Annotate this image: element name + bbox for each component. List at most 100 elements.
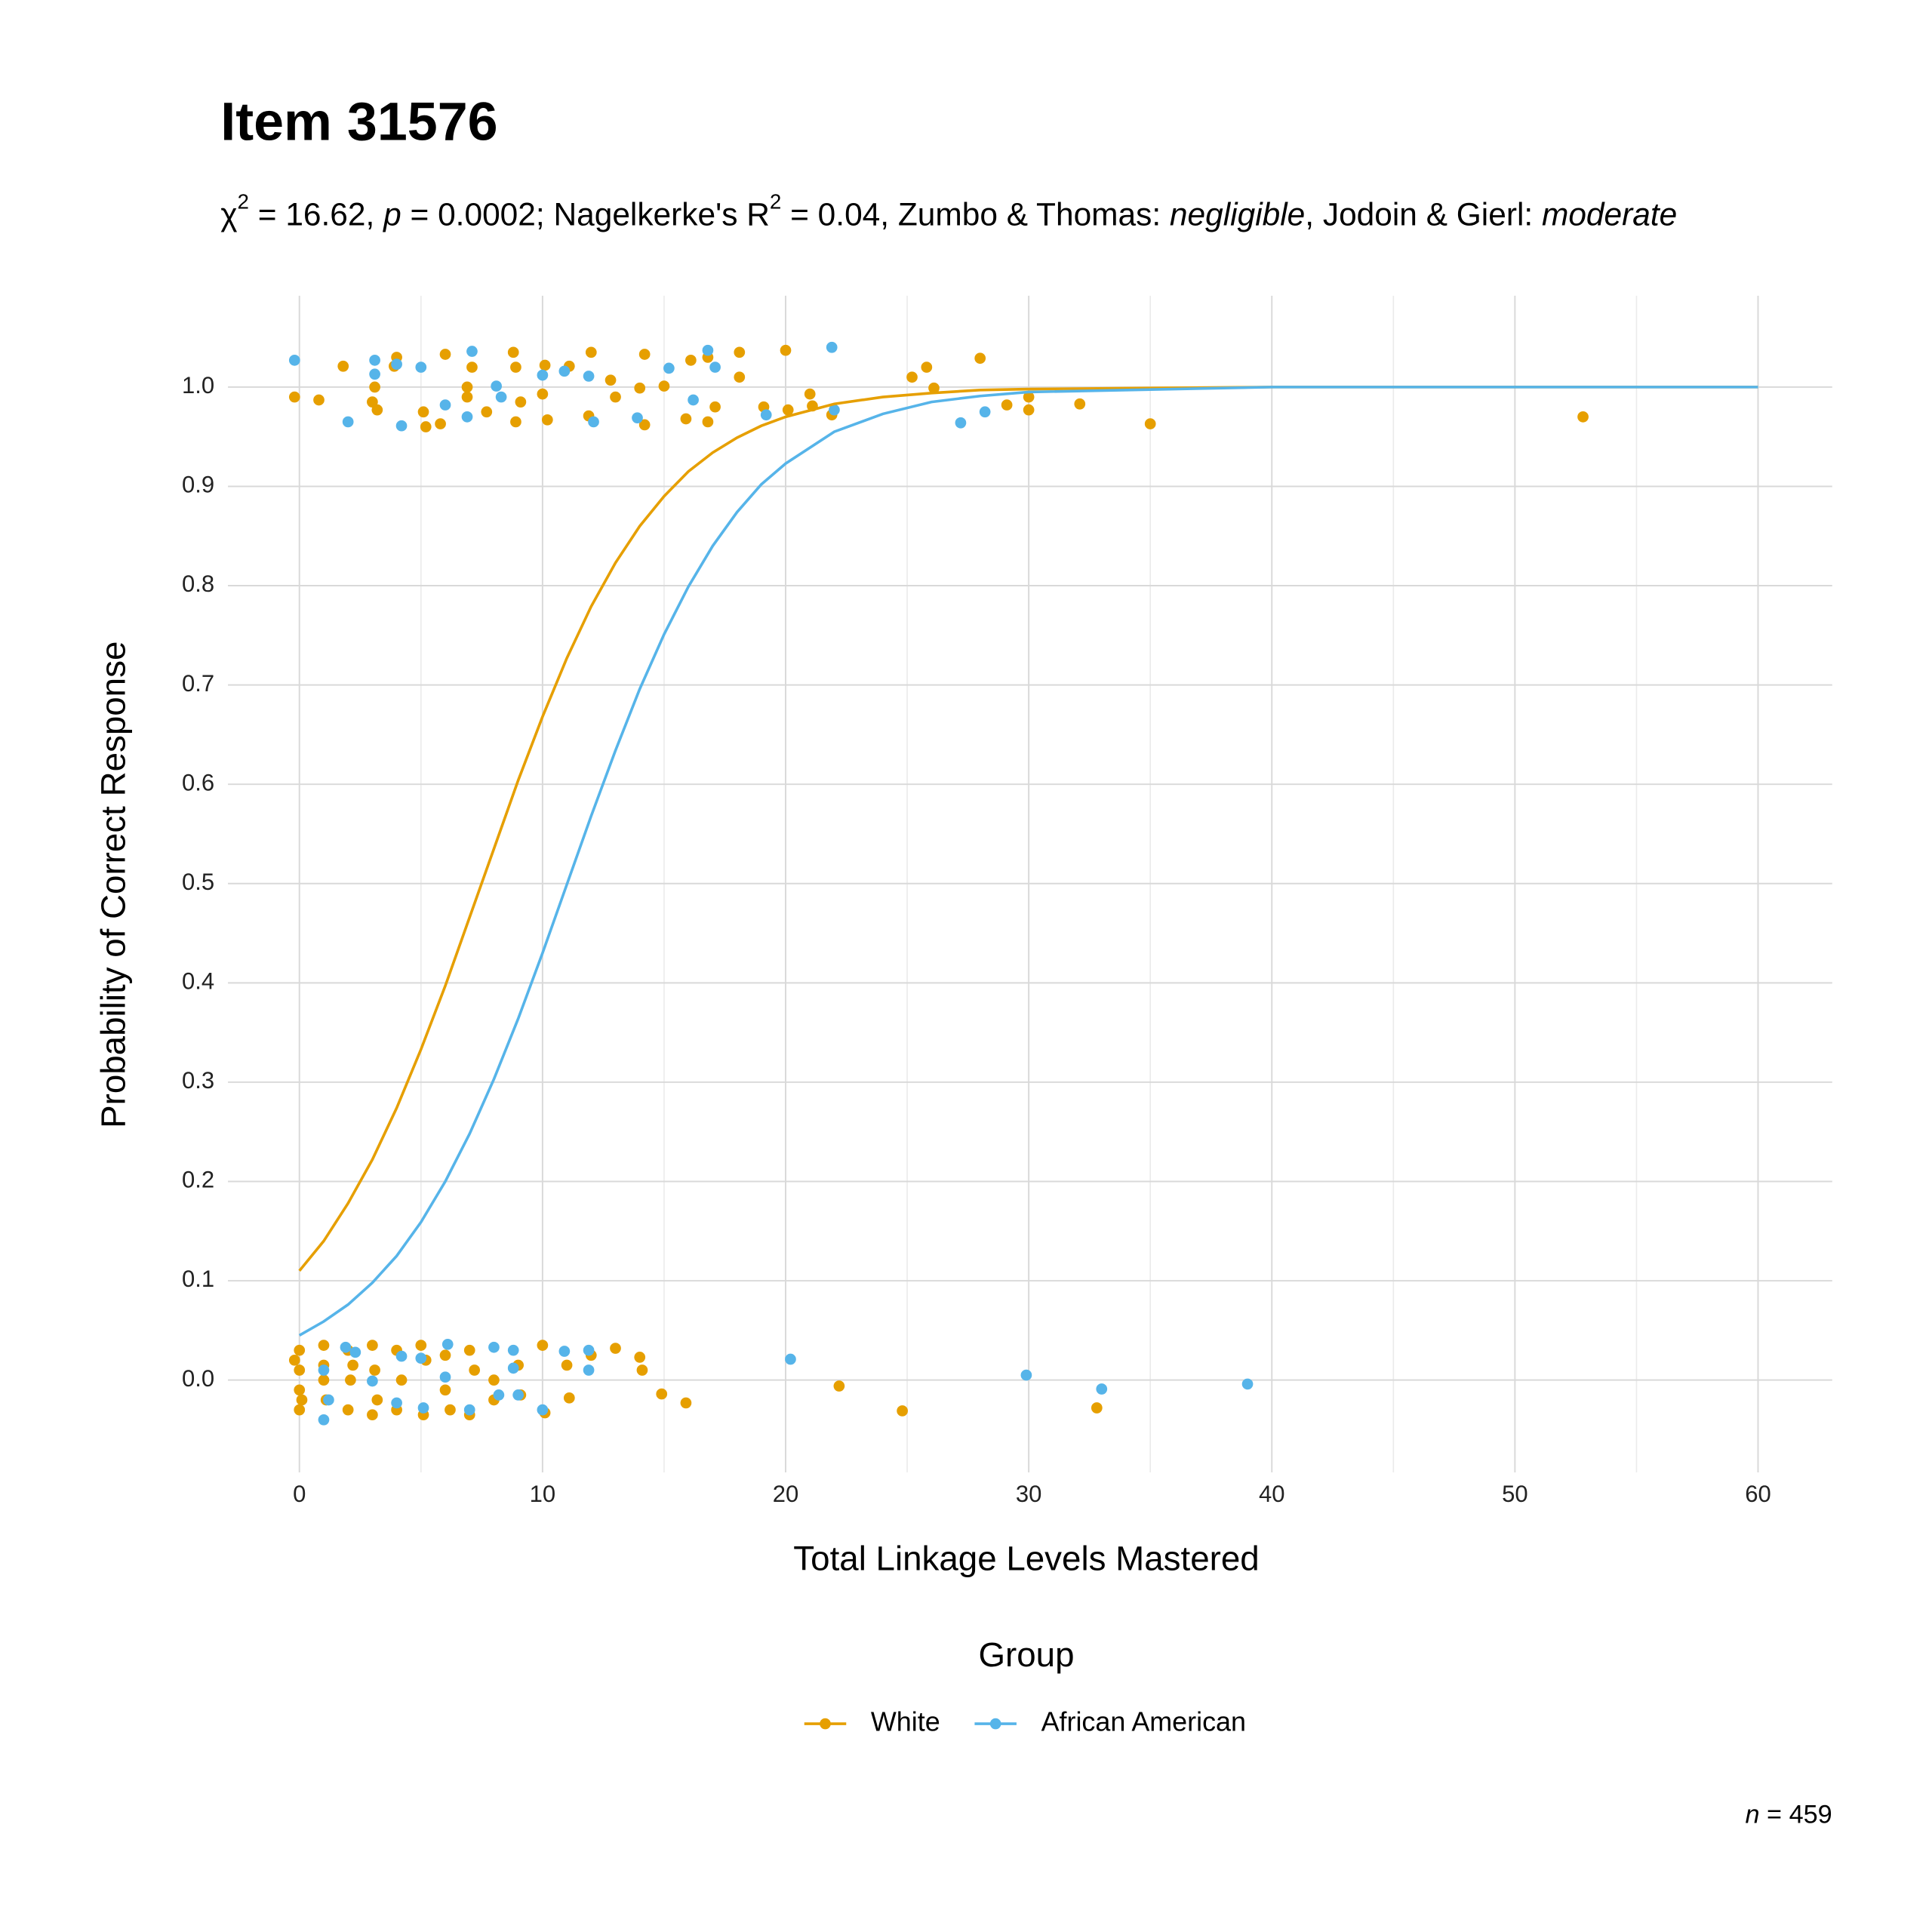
point <box>680 1397 692 1409</box>
subtitle-part: negligible <box>1170 197 1305 232</box>
point <box>510 361 521 373</box>
y-axis-title: Probability of Correct Response <box>94 641 133 1128</box>
subtitle-part: moderate <box>1542 197 1677 232</box>
point <box>974 352 986 365</box>
subtitle-part: , Jodoin & Gierl: <box>1305 197 1542 232</box>
point <box>395 1350 408 1362</box>
point <box>804 388 816 400</box>
subtitle-part: 2 <box>238 190 249 214</box>
point <box>1144 418 1156 429</box>
point <box>897 1405 908 1417</box>
point <box>342 1404 354 1416</box>
point <box>493 1389 505 1401</box>
y-tick-label: 0.4 <box>182 968 214 995</box>
point <box>1001 399 1013 411</box>
point <box>294 1384 306 1396</box>
chart-subtitle: χ2 = 16.62, p = 0.0002; Nagelkerke's R2 … <box>220 190 1677 232</box>
point <box>537 388 549 400</box>
point <box>294 1344 306 1356</box>
point <box>461 391 473 403</box>
point <box>680 413 692 425</box>
point <box>369 355 380 366</box>
point <box>439 399 451 411</box>
y-tick-label: 0.2 <box>182 1167 214 1193</box>
subtitle-part: p <box>382 197 401 232</box>
y-tick-label: 0.9 <box>182 472 214 498</box>
point <box>558 1346 571 1357</box>
point <box>507 1362 519 1374</box>
legend-key-point <box>989 1718 1001 1730</box>
point <box>288 355 300 366</box>
point <box>415 361 427 373</box>
point <box>906 371 918 383</box>
point <box>1023 391 1035 403</box>
y-tick-label: 0.0 <box>182 1365 214 1392</box>
point <box>1241 1378 1254 1390</box>
point <box>369 381 380 393</box>
point <box>318 1340 330 1351</box>
point <box>488 1374 500 1386</box>
point <box>634 382 646 394</box>
caption: n = 459 <box>1745 1801 1832 1829</box>
x-tick-label: 20 <box>773 1481 798 1507</box>
x-tick-label: 0 <box>293 1481 306 1507</box>
point <box>537 369 549 381</box>
point <box>583 371 595 382</box>
point <box>318 1364 330 1376</box>
point <box>1020 1369 1032 1381</box>
legend-key-point <box>820 1718 831 1730</box>
point <box>515 396 527 408</box>
point <box>313 394 325 406</box>
marks <box>288 341 1758 1426</box>
point <box>585 346 597 358</box>
fit-line <box>298 386 1758 1337</box>
point <box>702 416 714 428</box>
point <box>780 344 792 356</box>
y-tick-label: 0.6 <box>182 769 214 795</box>
y-tick-label: 0.3 <box>182 1067 214 1094</box>
point <box>541 414 553 426</box>
point <box>1074 398 1086 410</box>
point <box>638 419 651 431</box>
point <box>294 1364 306 1376</box>
point <box>481 406 493 418</box>
x-tick-label: 10 <box>530 1481 556 1507</box>
y-tick-label: 1.0 <box>182 372 214 398</box>
point <box>371 404 383 416</box>
x-tick-label: 60 <box>1745 1481 1771 1507</box>
point <box>469 1364 481 1376</box>
point <box>367 1375 378 1387</box>
point <box>391 358 402 370</box>
point <box>461 411 473 423</box>
subtitle-part: = 0.0002; Nagelkerke's R <box>401 197 770 232</box>
point <box>466 346 478 357</box>
grid: 0 10 20 30 40 50 60 0.0 0.1 0.2 0.3 0.4 0.5 0.6 0.7 0.8… <box>182 295 1832 1507</box>
point <box>688 394 699 406</box>
point <box>294 1404 306 1416</box>
point <box>369 368 380 380</box>
point <box>634 1352 646 1363</box>
point <box>395 1374 408 1386</box>
point <box>583 1344 595 1356</box>
point <box>663 362 675 374</box>
point <box>439 1371 451 1383</box>
caption-part: = 459 <box>1760 1801 1832 1829</box>
point <box>709 361 721 373</box>
point <box>826 341 838 353</box>
point <box>439 349 451 360</box>
point <box>369 1364 380 1376</box>
point <box>734 371 746 383</box>
point <box>420 421 432 432</box>
y-tick-label: 0.5 <box>182 869 214 895</box>
point <box>979 406 991 418</box>
point <box>417 406 429 418</box>
point <box>583 1364 595 1376</box>
point <box>638 349 651 360</box>
point <box>415 1352 427 1364</box>
point <box>340 1341 352 1353</box>
point <box>636 1364 648 1376</box>
point <box>395 420 408 432</box>
point <box>371 1394 383 1406</box>
chart-title: Item 31576 <box>220 91 497 152</box>
